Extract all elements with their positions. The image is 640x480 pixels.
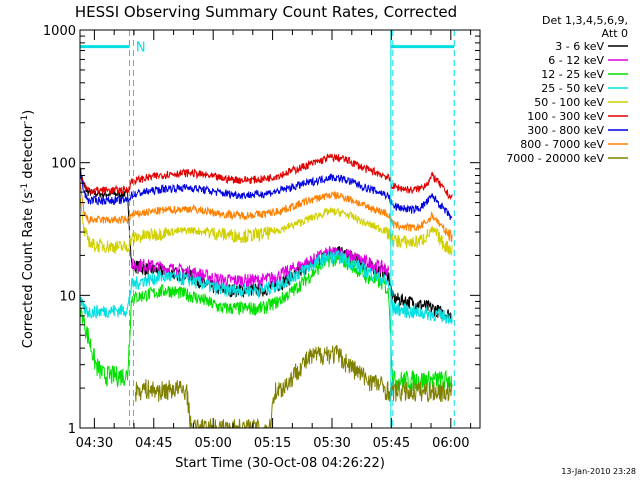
series-line-7000-20000-kev [134,344,453,428]
legend-label-6-12-kev: 6 - 12 keV [548,54,604,67]
x-tick-label: 06:00 [432,436,469,451]
series-line-800-7000-kev [80,180,453,243]
legend-label-7000-20000-kev: 7000 - 20000 keV [506,152,604,165]
axis-layer: 1 10 100 1000 04:30 04:45 05:00 05:15 05:30 05:45… [43,24,480,451]
series-line-25-50-kev [80,250,453,325]
footer-date: 13-Jan-2010 23:28 [561,467,636,476]
y-axis-label: Corrected Count Rate (s-1 detector-1) [20,110,36,348]
legend-label-3-6-kev: 3 - 6 keV [555,40,604,53]
x-tick-label: 05:30 [313,436,350,451]
n-label: N [136,41,146,56]
chart-title: HESSI Observing Summary Count Rates, Cor… [75,3,457,21]
plot-frame [79,29,481,429]
series-line-300-800-kev [80,171,453,220]
y-tick-label: 10 [59,289,76,304]
series-layer [80,153,453,428]
x-tick-label: 05:45 [373,436,410,451]
legend-label-25-50-kev: 25 - 50 keV [541,82,604,95]
x-tick-label: 05:15 [254,436,291,451]
series-line-12-25-kev [80,251,453,392]
legend-label-100-300-kev: 100 - 300 keV [527,110,604,123]
series-line-100-300-kev [80,153,453,201]
x-tick-label: 04:30 [76,436,113,451]
legend-header-line-1: Det 1,3,4,5,6,9, [542,14,628,27]
x-axis-label: Start Time (30-Oct-08 04:26:22) [175,456,385,471]
y-tick-label: 1000 [43,24,76,39]
legend-header-line-2: Att 0 [602,27,628,40]
y-tick-label: 1 [68,422,76,437]
x-tick-label: 04:45 [135,436,172,451]
annotation-layer [80,30,455,428]
plot-area: 1 10 100 1000 04:30 04:45 05:00 05:15 05:30 05:45… [43,24,481,451]
legend-label-12-25-kev: 12 - 25 keV [541,68,604,81]
legend-label-50-100-kev: 50 - 100 keV [534,96,604,109]
y-tick-label: 100 [51,157,76,172]
legend-label-800-7000-kev: 800 - 7000 keV [520,138,604,151]
series-line-50-100-kev [80,198,453,256]
legend-label-300-800-kev: 300 - 800 keV [527,124,604,137]
x-tick-label: 05:00 [194,436,231,451]
series-line-3-6-kev [80,167,453,323]
